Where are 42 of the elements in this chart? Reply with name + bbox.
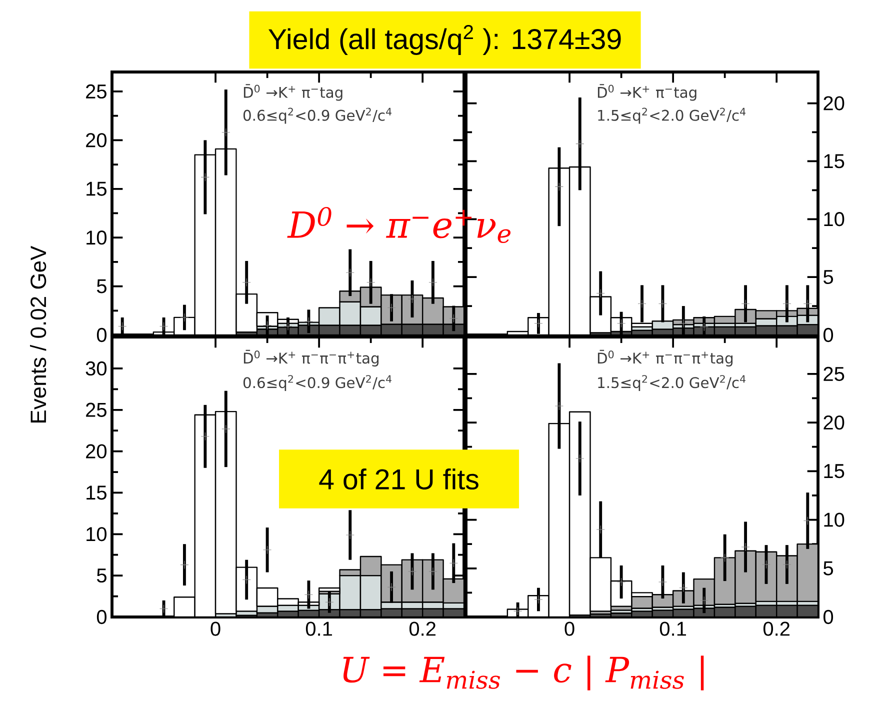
- chart-title: D̄$^{0}$ →K$^{+}$ π$^{−}$π$^{−}$π$^{+}$tag: [598, 350, 733, 367]
- y-tick-label: 15: [824, 464, 844, 478]
- text: 1.5≤q$^{2}$<2.0 GeV$^{2}$/c$^{4}$: [598, 375, 746, 392]
- y-tick-label: 10: [824, 212, 844, 226]
- y-tick-label: 25: [824, 366, 844, 382]
- y-tick-label: 10: [86, 527, 106, 542]
- y-tick-label: 25: [86, 84, 106, 99]
- y-tick-label: 0: [823, 610, 834, 624]
- y-tick-label: 30: [86, 361, 106, 376]
- chart-title: D̄$^{0}$ →K$^{+}$ π$^{−}$π$^{−}$π$^{+}$tag: [244, 350, 379, 367]
- text: D̄$^{0}$ →K$^{+}$ π$^{−}$tag: [244, 84, 342, 101]
- y-axis-title: Events / 0.02 GeV: [30, 246, 46, 422]
- x-axis-title: U = E$_{miss}$ − c | P$_{miss}$ |: [343, 656, 704, 690]
- x-tick-label: 0.2: [409, 622, 436, 636]
- y-tick-label: 0: [96, 328, 106, 342]
- y-tick-label: 20: [86, 133, 106, 148]
- y-tick-label: 5: [824, 270, 834, 284]
- y-tick-label: 15: [86, 486, 106, 500]
- y-tick-label: 15: [824, 154, 844, 168]
- y-tick-label: 5: [824, 561, 834, 576]
- y-tick-label: 0: [96, 610, 106, 624]
- y-tick-label: 5: [96, 279, 106, 294]
- annotation: 4 of 21 U fits: [319, 468, 478, 490]
- x-tick-label: 0.2: [763, 622, 790, 636]
- text: 0.6≤q$^{2}$<0.9 GeV$^{2}$/c$^{4}$: [243, 375, 392, 392]
- y-tick-label: 20: [824, 96, 844, 110]
- y-tick-label: 5: [96, 568, 106, 583]
- text: 1.5≤q$^{2}$<2.0 GeV$^{2}$/c$^{4}$: [598, 108, 746, 124]
- x-tick-label: 0: [564, 622, 574, 636]
- x-tick-label: 0.1: [660, 622, 686, 636]
- x-tick-label: 0.1: [306, 622, 332, 636]
- y-tick-label: 15: [86, 182, 106, 196]
- text: D̄$^{0}$ →K$^{+}$ π$^{−}$tag: [598, 84, 696, 101]
- y-tick-label: 20: [86, 444, 106, 458]
- y-tick-label: 0: [823, 328, 834, 342]
- text: 0.6≤q$^{2}$<0.9 GeV$^{2}$/c$^{4}$: [243, 108, 392, 124]
- y-tick-label: 10: [824, 512, 844, 527]
- y-tick-label: 10: [86, 230, 106, 245]
- y-tick-label: 25: [86, 402, 106, 417]
- text: Yield (all tags/q$^{2}$ ): 1374±39: [268, 24, 621, 55]
- x-tick-label: 0: [210, 622, 220, 636]
- y-tick-label: 20: [824, 415, 844, 430]
